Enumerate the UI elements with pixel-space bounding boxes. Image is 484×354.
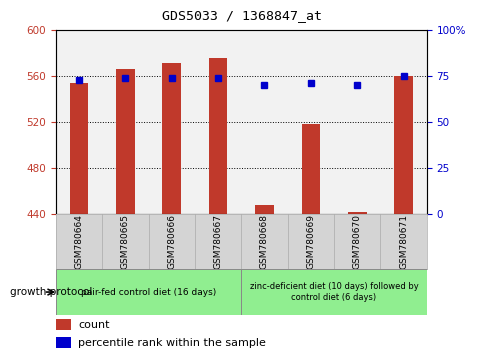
Bar [209, 58, 227, 214]
Bar [347, 212, 366, 214]
Text: GSM780669: GSM780669 [306, 214, 315, 269]
Text: GSM780665: GSM780665 [121, 214, 130, 269]
Bar [56, 319, 71, 330]
Text: percentile rank within the sample: percentile rank within the sample [78, 338, 265, 348]
Text: GSM780671: GSM780671 [398, 214, 407, 269]
Bar [56, 337, 71, 348]
Bar [255, 205, 273, 214]
Bar [162, 63, 181, 214]
Bar [301, 124, 319, 214]
Bar [56, 269, 241, 315]
Bar [393, 76, 412, 214]
Bar [116, 69, 135, 214]
Text: count: count [78, 320, 109, 330]
Text: growth protocol: growth protocol [10, 287, 92, 297]
Text: GSM780666: GSM780666 [167, 214, 176, 269]
Text: GSM780668: GSM780668 [259, 214, 269, 269]
Bar [241, 269, 426, 315]
Text: GSM780667: GSM780667 [213, 214, 222, 269]
Text: GSM780664: GSM780664 [75, 214, 83, 269]
Text: zinc-deficient diet (10 days) followed by
control diet (6 days): zinc-deficient diet (10 days) followed b… [249, 282, 418, 302]
Text: GDS5033 / 1368847_at: GDS5033 / 1368847_at [162, 9, 322, 22]
Text: pair-fed control diet (16 days): pair-fed control diet (16 days) [81, 287, 216, 297]
Text: GSM780670: GSM780670 [352, 214, 361, 269]
Bar [70, 83, 88, 214]
